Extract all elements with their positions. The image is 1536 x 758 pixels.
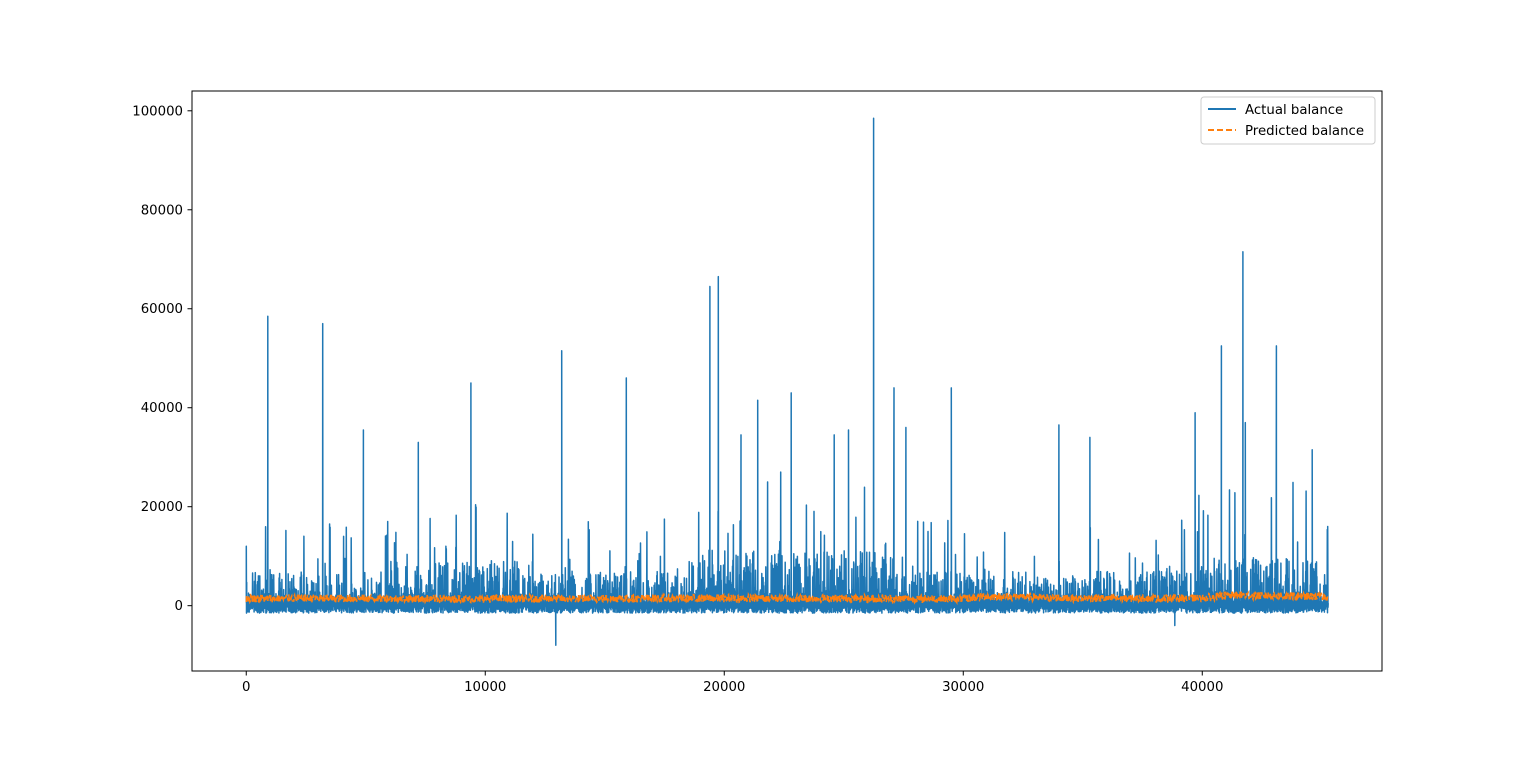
y-tick-label: 0 xyxy=(175,599,183,614)
y-tick-label: 60000 xyxy=(141,302,183,317)
legend: Actual balance Predicted balance xyxy=(1200,96,1376,145)
legend-frame xyxy=(1200,96,1376,145)
x-tick-label: 30000 xyxy=(942,680,984,695)
x-tick-label: 20000 xyxy=(703,680,745,695)
x-tick-label: 0 xyxy=(242,680,250,695)
y-tick-label: 80000 xyxy=(141,203,183,218)
y-axis: 0 20000 40000 60000 80000 100000 xyxy=(132,104,192,614)
x-axis: 0 10000 20000 30000 40000 xyxy=(242,671,1223,695)
legend-label-actual: Actual balance xyxy=(1245,103,1343,118)
legend-label-predicted: Predicted balance xyxy=(1245,124,1364,139)
series-predicted-balance xyxy=(245,589,1329,606)
x-tick-label: 10000 xyxy=(464,680,506,695)
series-layer xyxy=(245,117,1329,647)
y-tick-label: 20000 xyxy=(141,500,183,515)
plot-frame xyxy=(191,90,1383,672)
y-tick-label: 100000 xyxy=(132,104,183,119)
y-tick-label: 40000 xyxy=(141,401,183,416)
x-tick-label: 40000 xyxy=(1181,680,1223,695)
